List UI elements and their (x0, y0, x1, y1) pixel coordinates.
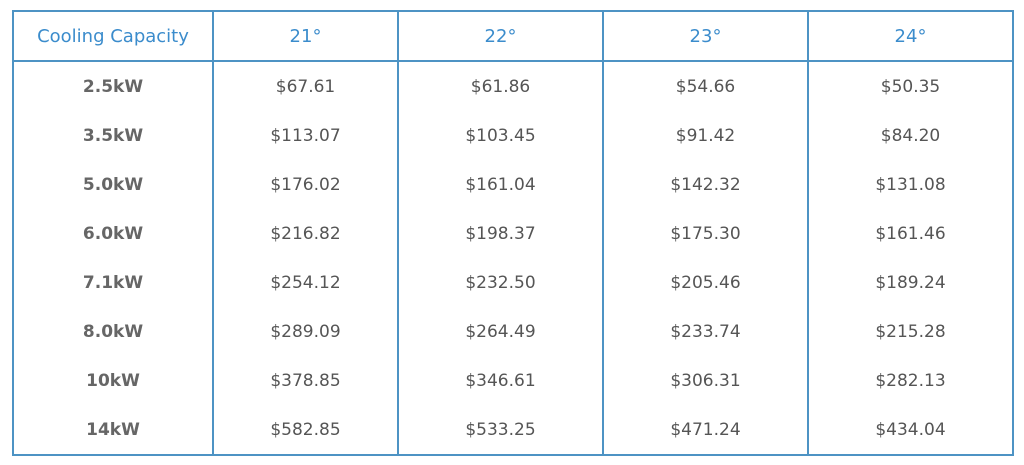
price-cell: $61.86 (397, 61, 603, 111)
capacity-cell: 14kW (12, 405, 213, 455)
price-cell: $216.82 (212, 209, 398, 258)
price-cell: $233.74 (602, 307, 808, 356)
price-cell: $142.32 (602, 160, 808, 209)
price-cell: $131.08 (807, 160, 1013, 209)
price-cell: $54.66 (602, 61, 808, 111)
table-row: 5.0kW $176.02 $161.04 $142.32 $131.08 (12, 160, 1013, 209)
table-row: 8.0kW $289.09 $264.49 $233.74 $215.28 (12, 307, 1013, 356)
table-body: 2.5kW $67.61 $61.86 $54.66 $50.35 3.5kW $113.0… (12, 61, 1013, 455)
price-cell: $113.07 (212, 111, 398, 160)
table-row: 7.1kW $254.12 $232.50 $205.46 $189.24 (12, 258, 1013, 307)
price-table: Cooling Capacity 21° 22° 23° 24° 2.5kW $67.61… (12, 10, 1014, 456)
price-cell: $533.25 (397, 405, 603, 455)
table-row: 10kW $378.85 $346.61 $306.31 $282.13 (12, 356, 1013, 405)
price-cell: $205.46 (602, 258, 808, 307)
price-cell: $232.50 (397, 258, 603, 307)
price-cell: $434.04 (807, 405, 1013, 455)
price-cell: $103.45 (397, 111, 603, 160)
capacity-cell: 5.0kW (12, 160, 213, 209)
price-cell: $176.02 (212, 160, 398, 209)
table-row: 6.0kW $216.82 $198.37 $175.30 $161.46 (12, 209, 1013, 258)
capacity-cell: 10kW (12, 356, 213, 405)
price-cell: $306.31 (602, 356, 808, 405)
price-cell: $215.28 (807, 307, 1013, 356)
price-cell: $50.35 (807, 61, 1013, 111)
capacity-cell: 8.0kW (12, 307, 213, 356)
table-wrapper: Cooling Capacity 21° 22° 23° 24° 2.5kW $67.61… (12, 10, 1014, 456)
header-cell: 21° (212, 11, 398, 62)
price-cell: $67.61 (212, 61, 398, 111)
price-cell: $189.24 (807, 258, 1013, 307)
capacity-cell: 3.5kW (12, 111, 213, 160)
price-cell: $175.30 (602, 209, 808, 258)
price-cell: $264.49 (397, 307, 603, 356)
price-cell: $198.37 (397, 209, 603, 258)
header-cell: 24° (807, 11, 1013, 62)
price-cell: $346.61 (397, 356, 603, 405)
price-cell: $282.13 (807, 356, 1013, 405)
price-cell: $289.09 (212, 307, 398, 356)
capacity-cell: 2.5kW (12, 61, 213, 111)
header-cell: 22° (397, 11, 603, 62)
table-row: 2.5kW $67.61 $61.86 $54.66 $50.35 (12, 61, 1013, 111)
capacity-cell: 6.0kW (12, 209, 213, 258)
header-cell: 23° (602, 11, 808, 62)
price-cell: $84.20 (807, 111, 1013, 160)
price-cell: $582.85 (212, 405, 398, 455)
table-row: 14kW $582.85 $533.25 $471.24 $434.04 (12, 405, 1013, 455)
price-cell: $161.46 (807, 209, 1013, 258)
price-cell: $254.12 (212, 258, 398, 307)
table-row: 3.5kW $113.07 $103.45 $91.42 $84.20 (12, 111, 1013, 160)
price-cell: $161.04 (397, 160, 603, 209)
header-row: Cooling Capacity 21° 22° 23° 24° (12, 11, 1013, 62)
header-cell: Cooling Capacity (12, 11, 213, 62)
price-cell: $91.42 (602, 111, 808, 160)
price-cell: $471.24 (602, 405, 808, 455)
price-cell: $378.85 (212, 356, 398, 405)
capacity-cell: 7.1kW (12, 258, 213, 307)
